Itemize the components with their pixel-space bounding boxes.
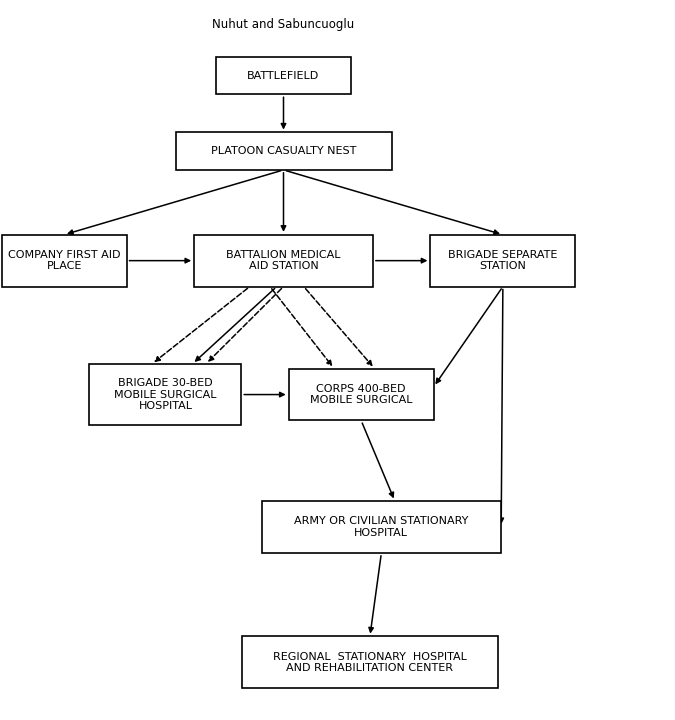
FancyBboxPatch shape: [430, 235, 575, 287]
FancyBboxPatch shape: [289, 369, 434, 420]
FancyBboxPatch shape: [89, 364, 242, 425]
Text: BATTALION MEDICAL
AID STATION: BATTALION MEDICAL AID STATION: [226, 250, 341, 271]
Text: BRIGADE 30-BED
MOBILE SURGICAL
HOSPITAL: BRIGADE 30-BED MOBILE SURGICAL HOSPITAL: [114, 378, 217, 411]
FancyBboxPatch shape: [2, 235, 127, 287]
FancyBboxPatch shape: [242, 636, 498, 688]
Text: REGIONAL  STATIONARY  HOSPITAL
AND REHABILITATION CENTER: REGIONAL STATIONARY HOSPITAL AND REHABIL…: [273, 652, 467, 673]
FancyBboxPatch shape: [176, 132, 392, 170]
Text: ARMY OR CIVILIAN STATIONARY
HOSPITAL: ARMY OR CIVILIAN STATIONARY HOSPITAL: [294, 516, 468, 538]
FancyBboxPatch shape: [194, 235, 373, 287]
Text: PLATOON CASUALTY NEST: PLATOON CASUALTY NEST: [211, 146, 356, 156]
FancyBboxPatch shape: [216, 57, 351, 94]
Text: BRIGADE SEPARATE
STATION: BRIGADE SEPARATE STATION: [448, 250, 558, 271]
Text: BATTLEFIELD: BATTLEFIELD: [247, 71, 320, 81]
Text: COMPANY FIRST AID
PLACE: COMPANY FIRST AID PLACE: [8, 250, 120, 271]
Text: Nuhut and Sabuncuoglu: Nuhut and Sabuncuoglu: [213, 18, 354, 31]
Text: CORPS 400-BED
MOBILE SURGICAL: CORPS 400-BED MOBILE SURGICAL: [310, 384, 412, 405]
FancyBboxPatch shape: [261, 501, 501, 553]
